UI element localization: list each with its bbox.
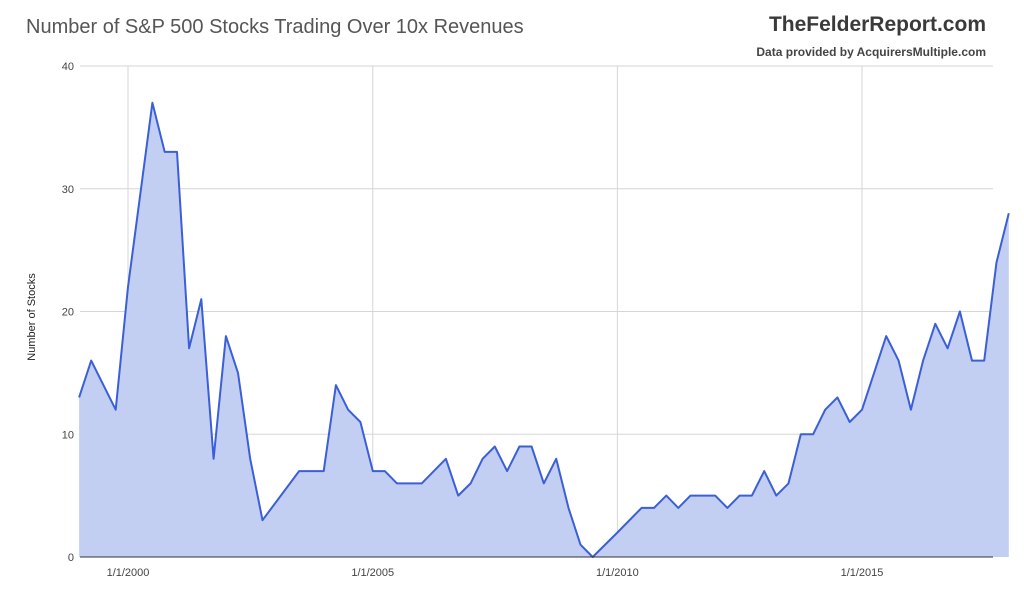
series-area: [79, 102, 1009, 558]
x-tick-label: 1/1/2000: [107, 567, 150, 579]
chart-title: Number of S&P 500 Stocks Trading Over 10…: [26, 16, 524, 38]
y-axis-label: Number of Stocks: [26, 273, 38, 361]
data-credit: Data provided by AcquirersMultiple.com: [756, 45, 986, 59]
x-tick-label: 1/1/2010: [596, 567, 639, 579]
x-tick-label: 1/1/2005: [351, 567, 394, 579]
brand-name: TheFelderReport.com: [768, 13, 986, 36]
y-tick-label: 10: [62, 429, 74, 441]
y-tick-label: 40: [62, 61, 74, 73]
series-line: [78, 101, 1010, 558]
x-tick-label: 1/1/2015: [841, 567, 884, 579]
x-tick-labels: 1/1/2000 1/1/2005 1/1/2010 1/1/2015: [107, 567, 884, 579]
y-tick-label: 30: [62, 184, 74, 196]
y-tick-label: 20: [62, 307, 74, 319]
y-tick-label: 0: [68, 552, 74, 564]
y-tick-labels: 0 10 20 30 40: [62, 61, 74, 564]
